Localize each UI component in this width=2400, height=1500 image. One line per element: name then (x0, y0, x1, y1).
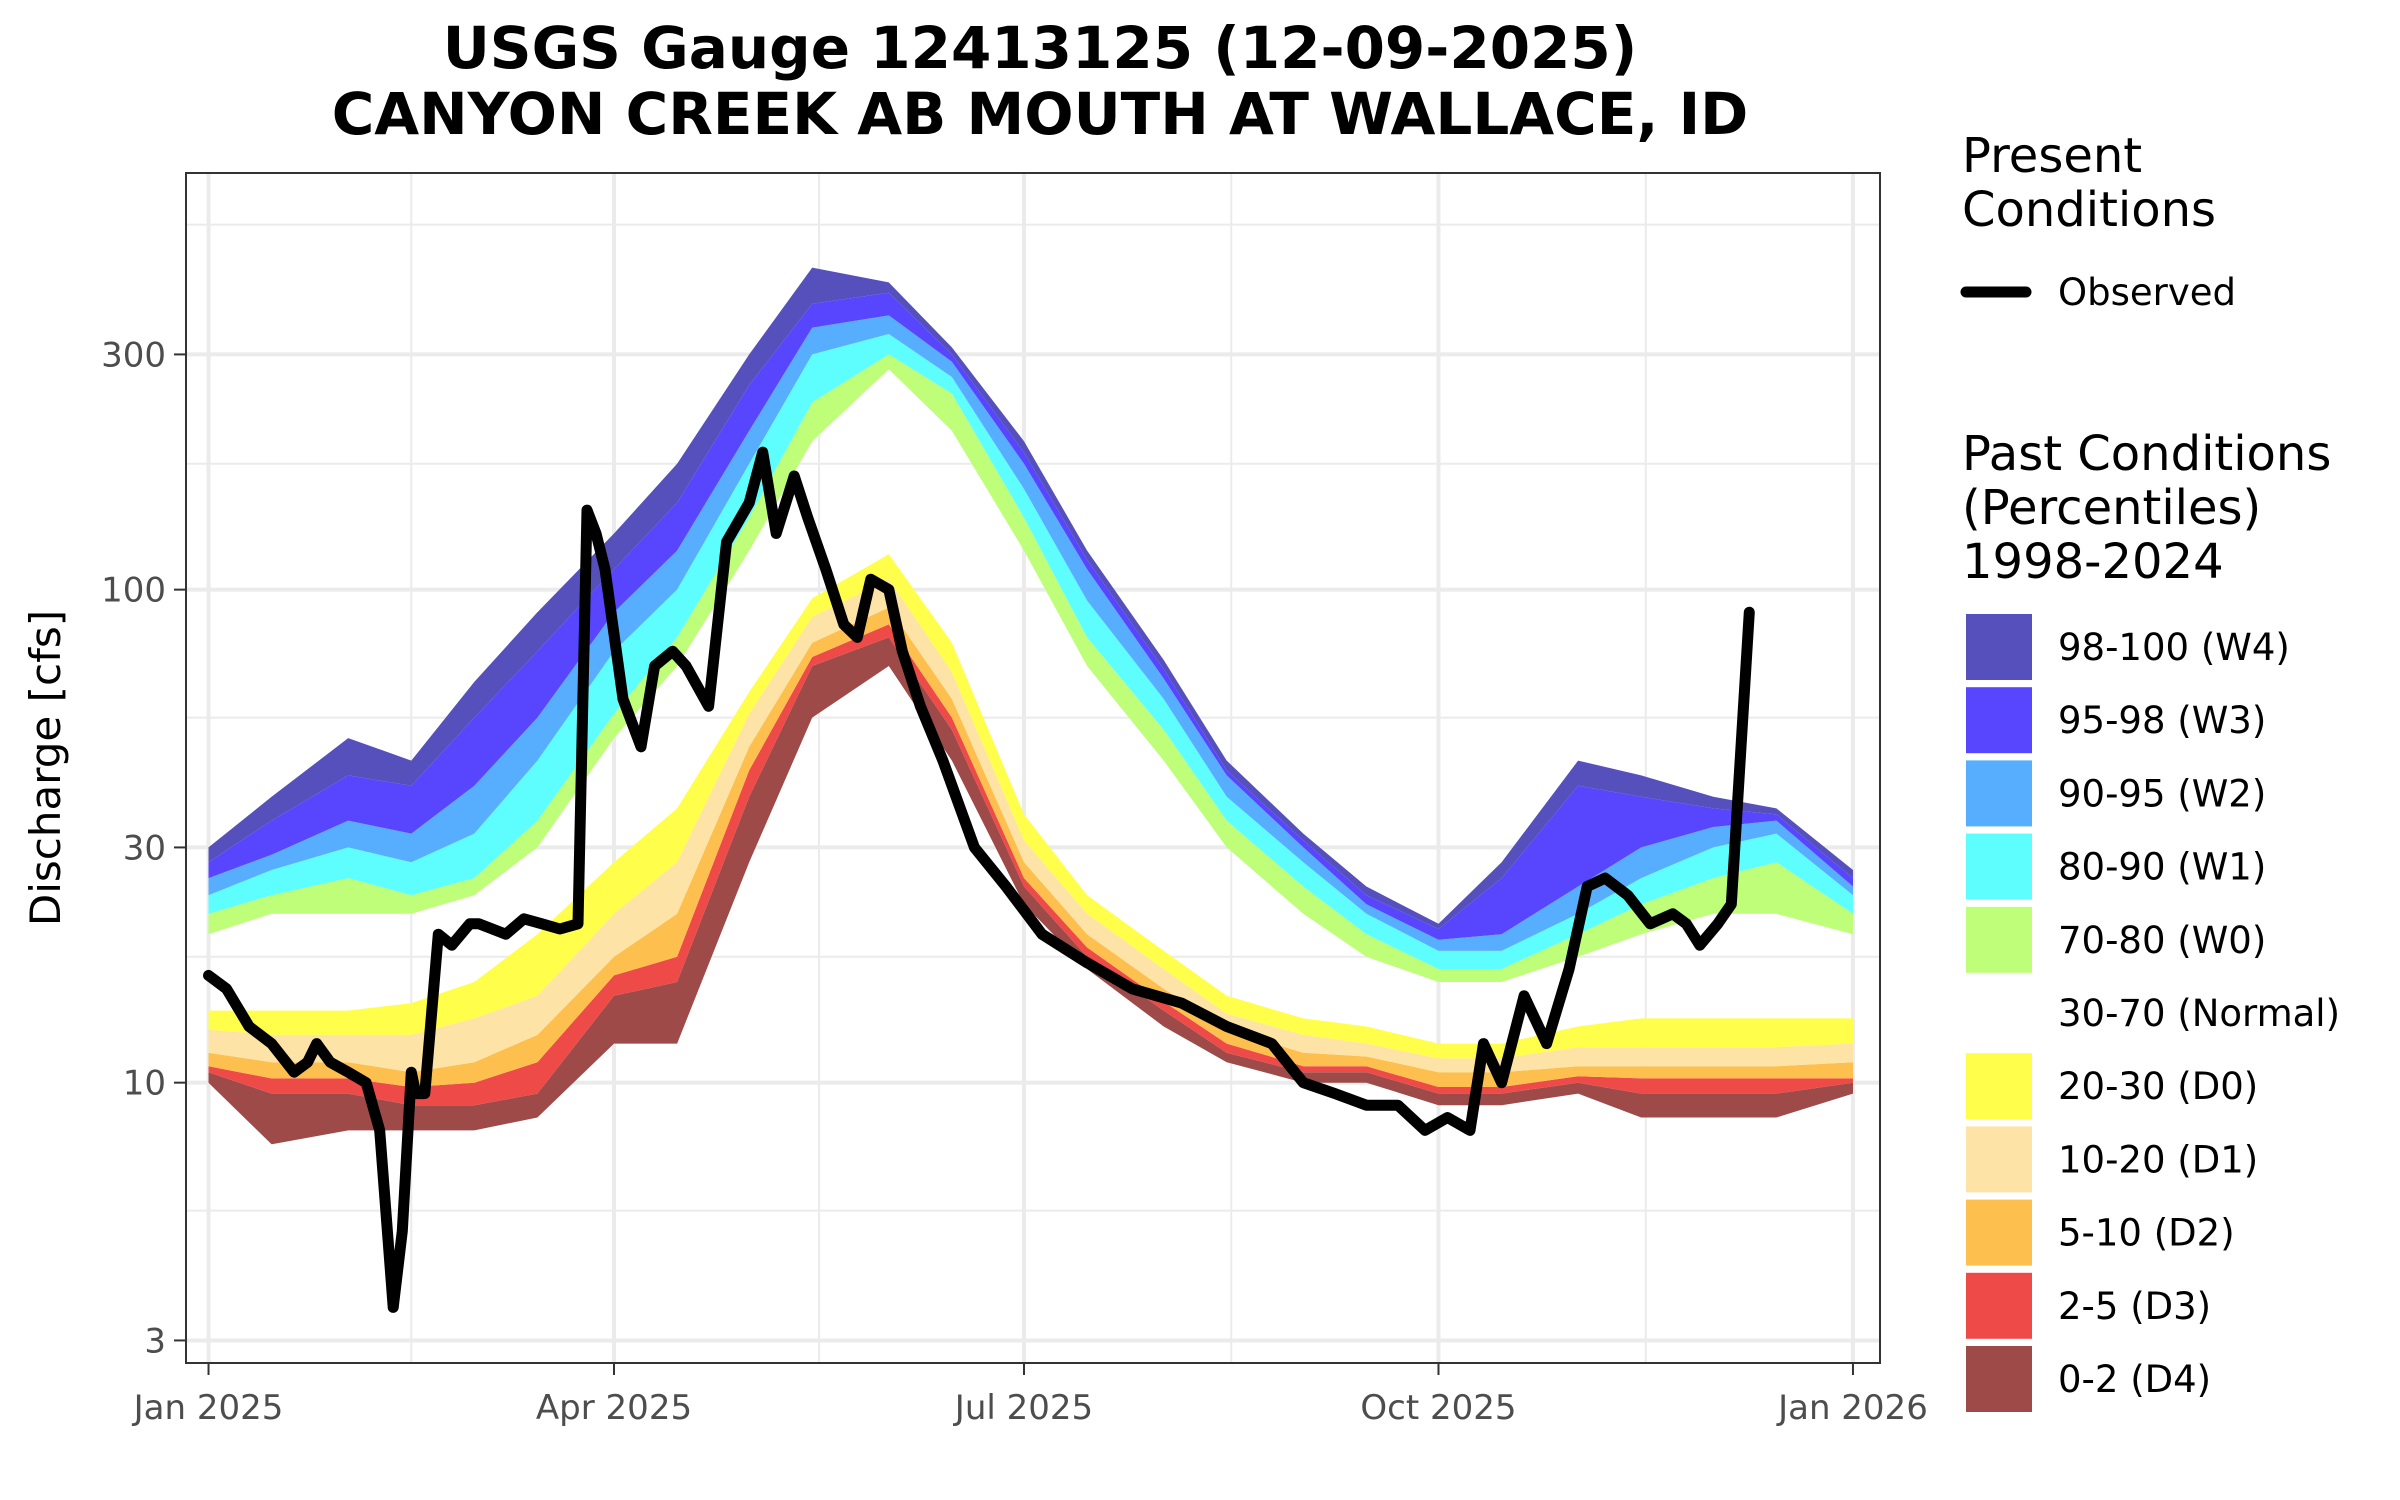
legend-swatch (1966, 980, 2032, 1046)
y-tick-label: 10 (123, 1064, 166, 1104)
legend-label: 30-70 (Normal) (2058, 992, 2340, 1035)
legend-swatch (1966, 760, 2032, 827)
legend-swatch (1966, 1126, 2032, 1193)
legend-past-title-line1: Past Conditions (1962, 426, 2331, 482)
x-tick-label: Jan 2026 (1776, 1388, 1928, 1428)
band-10-20-d1 (208, 579, 1853, 1073)
legend-past-conditions: Past Conditions (Percentiles) 1998-2024 … (1962, 426, 2340, 1412)
y-axis: 3 10 30 100 300 (101, 335, 186, 1361)
y-axis-title: Discharge [cfs] (21, 610, 70, 926)
legend-label: 98-100 (W4) (2058, 626, 2290, 669)
x-tick-label: Oct 2025 (1360, 1388, 1516, 1428)
legend-swatch (1966, 1199, 2032, 1266)
x-axis: Jan 2025 Apr 2025 Jul 2025 Oct 2025 Jan 2026 (132, 1363, 1928, 1428)
legend-label: 70-80 (W0) (2058, 919, 2266, 962)
observed-line (203, 446, 1755, 1313)
legend-swatch (1966, 1053, 2032, 1120)
x-tick-label: Jul 2025 (953, 1388, 1093, 1428)
y-tick-label: 30 (123, 828, 166, 868)
legend-swatch (1966, 1346, 2032, 1412)
legend-swatch (1966, 1272, 2032, 1339)
legend-present-title-line1: Present (1962, 128, 2142, 184)
legend-past-title-line2: (Percentiles) (1962, 480, 2261, 536)
legend-label: 5-10 (D2) (2058, 1212, 2235, 1255)
observed-layer (203, 446, 1755, 1313)
legend-label: 95-98 (W3) (2058, 699, 2266, 742)
legend-label: 10-20 (D1) (2058, 1138, 2258, 1181)
y-tick-label: 300 (101, 335, 166, 375)
y-tick-label: 100 (101, 571, 166, 611)
legend-label: 90-95 (W2) (2058, 772, 2266, 815)
legend-present-conditions: Present Conditions Observed (1960, 128, 2236, 314)
chart-subtitle: CANYON CREEK AB MOUTH AT WALLACE, ID (332, 80, 1749, 148)
legend-swatch (1966, 614, 2032, 680)
legend-label: 2-5 (D3) (2058, 1285, 2211, 1328)
legend-label: 80-90 (W1) (2058, 846, 2266, 889)
legend-entries: 98-100 (W4) 95-98 (W3) 90-95 (W2) 80-90 (W1… (1966, 614, 2340, 1412)
y-tick-label: 3 (144, 1321, 166, 1361)
band-2-5-d3 (208, 624, 1853, 1106)
x-tick-label: Apr 2025 (536, 1388, 692, 1428)
legend-past-title-line3: 1998-2024 (1962, 534, 2224, 590)
legend-swatch (1966, 687, 2032, 754)
legend-present-title-line2: Conditions (1962, 182, 2216, 238)
legend-label: 20-30 (D0) (2058, 1065, 2258, 1108)
band-5-10-d2 (208, 607, 1853, 1087)
legend-swatch (1966, 906, 2032, 973)
legend-swatch (1966, 833, 2032, 900)
band-20-30-d0 (208, 554, 1853, 1059)
band-0-2-d4 (208, 637, 1853, 1145)
x-tick-label: Jan 2025 (132, 1388, 284, 1428)
legend-label: 0-2 (D4) (2058, 1358, 2211, 1401)
plot-panel-border (185, 172, 1881, 1364)
chart-title: USGS Gauge 12413125 (12-09-2025) (443, 14, 1638, 82)
legend-observed-label: Observed (2058, 271, 2236, 314)
